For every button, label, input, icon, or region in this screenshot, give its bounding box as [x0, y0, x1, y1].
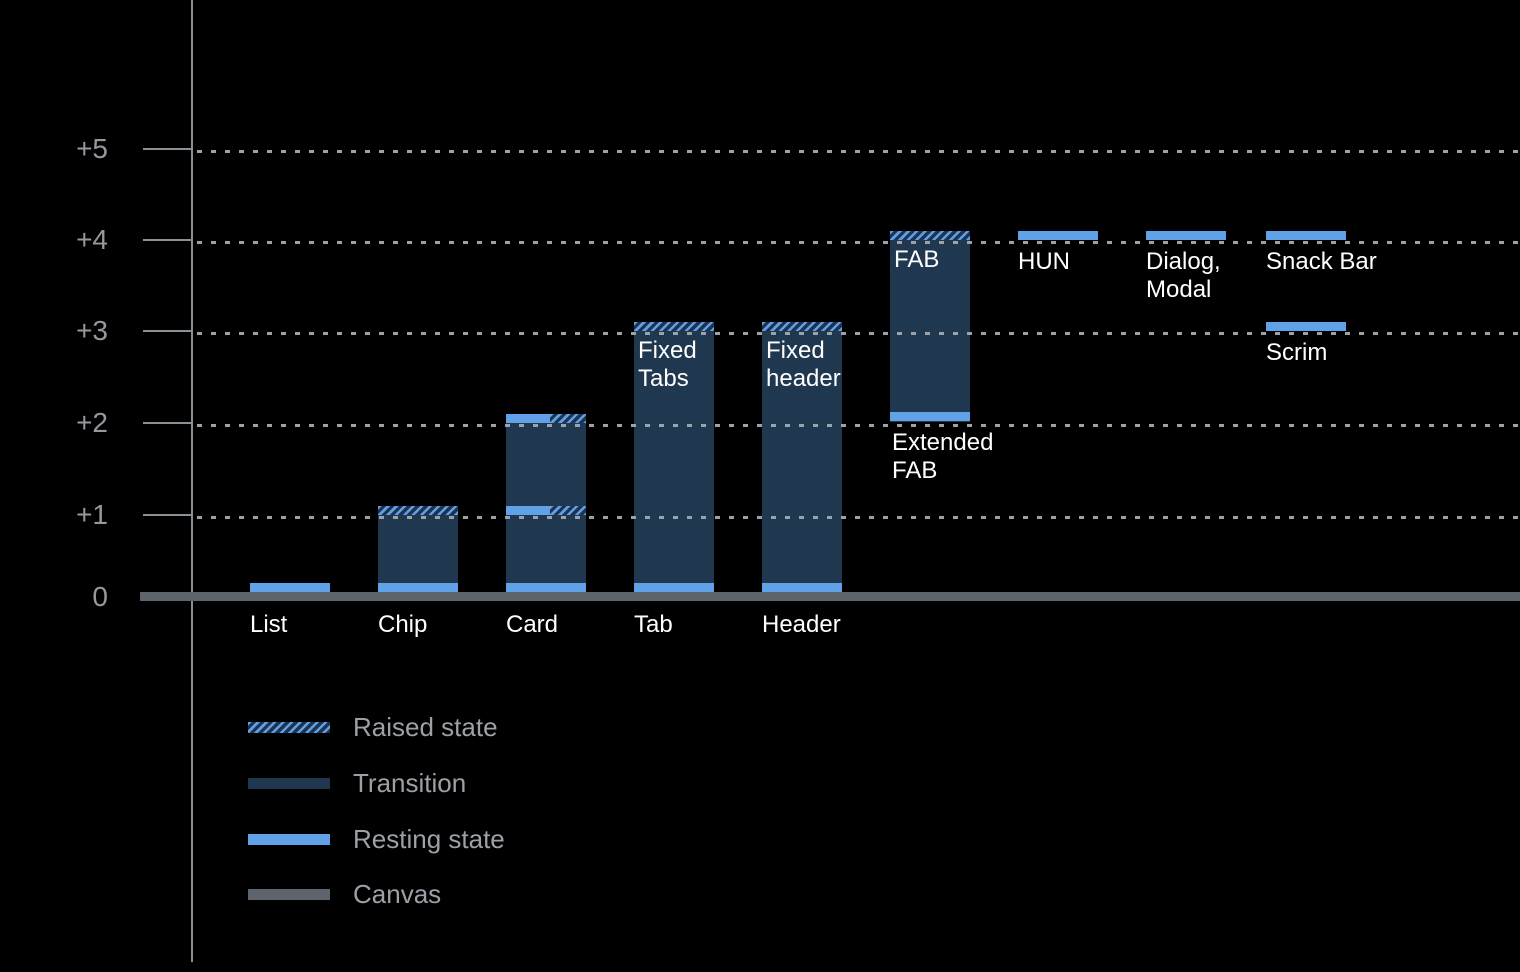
label-header: Header — [762, 611, 841, 638]
strip-resting-snack-bar-level4 — [1266, 231, 1346, 240]
strip-raised-part-card — [550, 414, 586, 423]
y-tick-5 — [143, 148, 193, 150]
gridline-2 — [197, 424, 1520, 427]
y-tick-1 — [143, 514, 193, 516]
strip-resting-chip-level0 — [378, 583, 458, 592]
bar-card — [506, 414, 586, 592]
y-axis-label-4: +4 — [76, 224, 108, 255]
y-axis-label-0: 0 — [92, 581, 108, 612]
label-extended-fab: Extended FAB — [892, 429, 994, 484]
legend-swatch-resting-state — [248, 834, 330, 845]
y-axis-label-3: +3 — [76, 315, 108, 346]
strip-resting-tab-level0 — [634, 583, 714, 592]
inner-label-header: Fixed header — [766, 337, 841, 392]
y-axis-label-5: +5 — [76, 133, 108, 164]
label-tab: Tab — [634, 611, 673, 638]
strip-resting-extended-fab-level2 — [890, 412, 970, 421]
label-list: List — [250, 611, 288, 638]
y-axis-label-1: +1 — [76, 499, 108, 530]
bar-tab — [634, 322, 714, 592]
legend-label-raised-state: Raised state — [353, 712, 498, 742]
strip-resting-part-card — [506, 506, 550, 515]
strip-resting-raised-card-level2 — [506, 414, 586, 423]
strip-resting-raised-card-level1 — [506, 506, 586, 515]
bar-chip — [378, 506, 458, 592]
strip-resting-dialog-modal-level4 — [1146, 231, 1226, 240]
strip-resting-list-level0 — [250, 583, 330, 592]
strip-raised-chip-level1 — [378, 506, 458, 515]
gridline-4 — [197, 241, 1520, 244]
legend-label-resting-state: Resting state — [353, 824, 505, 854]
y-axis-line — [191, 0, 193, 962]
y-tick-4 — [143, 239, 193, 241]
bar-extended-fab — [890, 231, 970, 422]
inner-label-tab: Fixed Tabs — [638, 337, 697, 392]
strip-raised-part-card — [550, 506, 586, 515]
gridline-1 — [197, 516, 1520, 519]
legend-label-canvas: Canvas — [353, 879, 442, 909]
strip-resting-scrim-level3 — [1266, 322, 1346, 331]
label-dialog-modal: Dialog, Modal — [1146, 248, 1221, 303]
strip-resting-part-card — [506, 414, 550, 423]
label-scrim: Scrim — [1266, 339, 1328, 366]
strip-resting-card-level0 — [506, 583, 586, 592]
y-tick-2 — [143, 422, 193, 424]
legend-swatch-canvas — [248, 889, 330, 900]
strip-raised-header-level3 — [762, 322, 842, 331]
strip-raised-tab-level3 — [634, 322, 714, 331]
legend-swatch-raised-state — [248, 722, 330, 733]
y-tick-3 — [143, 330, 193, 332]
legend-label-transition: Transition — [353, 768, 467, 798]
canvas-baseline — [140, 592, 1520, 601]
label-chip: Chip — [378, 611, 428, 638]
legend-swatch-transition — [248, 778, 330, 789]
label-card: Card — [506, 611, 559, 638]
bar-header — [762, 322, 842, 592]
y-axis-label-2: +2 — [76, 407, 108, 438]
strip-resting-hun-level4 — [1018, 231, 1098, 240]
gridline-3 — [197, 332, 1520, 335]
inner-label-extended-fab: FAB — [894, 246, 940, 273]
gridline-5 — [197, 150, 1520, 153]
strip-raised-extended-fab-level4 — [890, 231, 970, 240]
label-hun: HUN — [1018, 248, 1070, 275]
strip-resting-header-level0 — [762, 583, 842, 592]
label-snack-bar: Snack Bar — [1266, 248, 1377, 275]
